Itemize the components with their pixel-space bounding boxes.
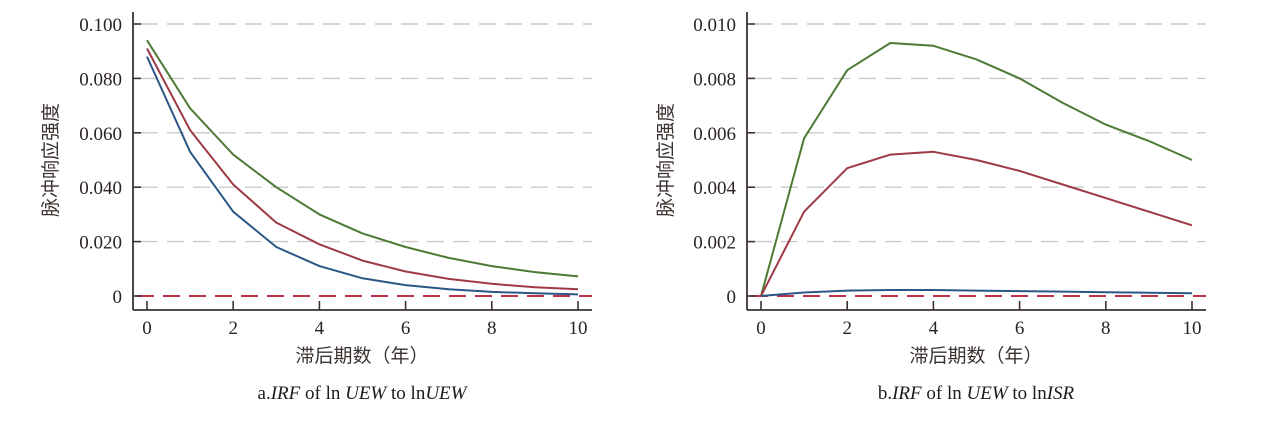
chart-caption: a.IRF of ln UEW to lnUEW [258, 383, 469, 404]
y-tick-label: 0 [113, 287, 123, 308]
series-line-upper [760, 42, 1193, 297]
y-tick-label: 0.080 [79, 69, 122, 90]
y-tick-label: 0.100 [79, 15, 122, 36]
caption-var1: UEW [967, 383, 1010, 404]
y-axis-title: 脉冲响应强度 [40, 103, 62, 217]
series-line-lower [146, 56, 579, 296]
gridlines [755, 23, 1206, 243]
y-tick-label: 0.010 [693, 15, 736, 36]
caption-prefix: b. [878, 383, 892, 404]
series-line-irf [146, 48, 579, 291]
x-tick-label: 8 [487, 318, 497, 339]
y-tick-label: 0 [727, 287, 737, 308]
x-tick-label: 10 [569, 318, 588, 339]
x-tick-label: 6 [1015, 318, 1025, 339]
x-tick-label: 4 [929, 318, 939, 339]
y-tick-label: 0.006 [693, 124, 736, 145]
gridlines [141, 23, 592, 243]
series-lines [751, 42, 1206, 297]
caption-prefix: a. [258, 383, 271, 404]
x-tick-label: 0 [756, 318, 766, 339]
caption-to: to ln [1008, 383, 1048, 404]
y-axis-title: 脉冲响应强度 [655, 103, 677, 217]
axes [746, 12, 1206, 311]
x-tick-label: 6 [401, 318, 411, 339]
caption-of: of ln [922, 383, 967, 404]
x-axis-title: 滞后期数（年） [295, 345, 428, 367]
caption-var1: UEW [345, 383, 388, 404]
y-tick-label: 0.002 [693, 233, 736, 254]
x-tick-label: 2 [842, 318, 852, 339]
caption-var2: UEW [425, 383, 468, 404]
chart-caption: b.IRF of ln UEW to lnISR [878, 383, 1075, 404]
x-tick-label: 0 [142, 318, 152, 339]
series-line-upper [146, 39, 579, 278]
y-tick-label: 0.060 [79, 124, 122, 145]
x-tick-labels: 0 2 4 6 8 10 [756, 318, 1201, 339]
y-tick-label: 0.008 [693, 69, 736, 90]
chart-panel-a: 0 0.020 0.040 0.060 0.080 0.100 0 2 4 6 8 10 脉冲响应强… [40, 12, 592, 404]
y-tick-label: 0.020 [79, 233, 122, 254]
x-tick-label: 4 [315, 318, 325, 339]
x-tick-labels: 0 2 4 6 8 10 [142, 318, 587, 339]
caption-irf: IRF [891, 383, 922, 404]
caption-to: to ln [386, 383, 426, 404]
x-tick-label: 8 [1101, 318, 1111, 339]
axes [132, 12, 592, 311]
y-tick-label: 0.004 [693, 178, 736, 199]
x-tick-label: 10 [1183, 318, 1202, 339]
caption-irf: IRF [270, 383, 301, 404]
x-tick-label: 2 [228, 318, 238, 339]
x-axis-title: 滞后期数（年） [909, 345, 1042, 367]
y-tick-labels: 0 0.020 0.040 0.060 0.080 0.100 [79, 15, 122, 308]
y-tick-label: 0.040 [79, 178, 122, 199]
series-line-lower [760, 289, 1193, 297]
y-tick-labels: 0 0.002 0.004 0.006 0.008 0.010 [693, 15, 736, 308]
series-line-irf [760, 150, 1193, 297]
caption-of: of ln [300, 383, 345, 404]
caption-var2: ISR [1046, 383, 1075, 404]
chart-panel-b: 0 0.002 0.004 0.006 0.008 0.010 0 2 4 6 8 10 脉冲响应强… [655, 12, 1206, 404]
series-lines [137, 39, 592, 297]
